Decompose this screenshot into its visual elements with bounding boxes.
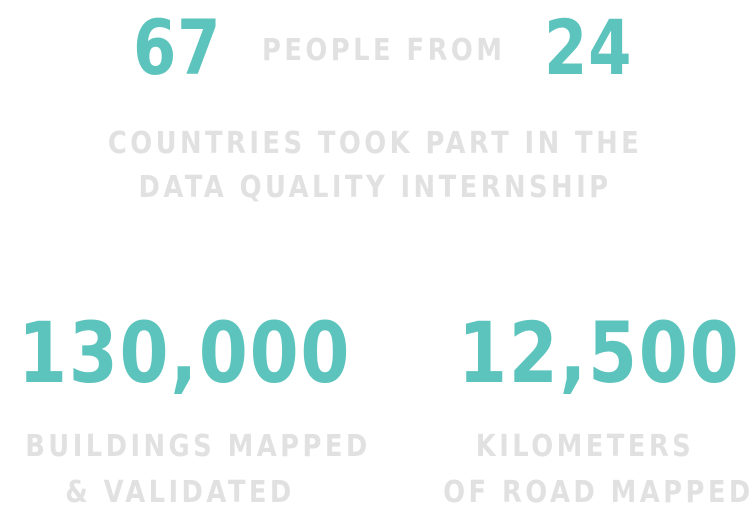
countries-count: 24 bbox=[544, 3, 633, 92]
people-from-label: PEOPLE FROM bbox=[262, 33, 506, 68]
description-line: COUNTRIES TOOK PART IN THE bbox=[107, 126, 643, 161]
buildings-caption: BUILDINGS MAPPED & VALIDATED bbox=[0, 424, 371, 516]
people-count: 67 bbox=[133, 3, 222, 92]
caption-line: BUILDINGS MAPPED bbox=[25, 429, 371, 464]
caption-line: KILOMETERS bbox=[475, 429, 695, 464]
caption-line: OF ROAD MAPPED bbox=[443, 475, 750, 510]
caption-line: & VALIDATED bbox=[65, 475, 295, 510]
buildings-count: 130,000 bbox=[18, 304, 352, 402]
road-kilometers-count: 12,500 bbox=[458, 304, 741, 402]
internship-description: COUNTRIES TOOK PART IN THE DATA QUALITY … bbox=[0, 122, 750, 210]
roads-caption: KILOMETERS OF ROAD MAPPED bbox=[420, 424, 750, 516]
description-line: DATA QUALITY INTERNSHIP bbox=[138, 170, 612, 205]
